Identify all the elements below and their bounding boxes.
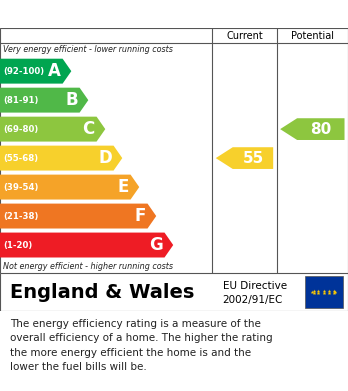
Text: 80: 80 — [310, 122, 331, 136]
Text: Current: Current — [226, 30, 263, 41]
Bar — [304, 276, 343, 308]
Text: (21-38): (21-38) — [3, 212, 39, 221]
Polygon shape — [0, 88, 88, 113]
Text: Very energy efficient - lower running costs: Very energy efficient - lower running co… — [3, 45, 173, 54]
Text: 55: 55 — [242, 151, 263, 166]
Polygon shape — [280, 118, 345, 140]
Text: C: C — [82, 120, 95, 138]
Polygon shape — [0, 233, 173, 258]
Text: B: B — [65, 91, 78, 109]
Text: (81-91): (81-91) — [3, 96, 39, 105]
Text: E: E — [117, 178, 129, 196]
Polygon shape — [0, 117, 105, 142]
Text: (92-100): (92-100) — [3, 66, 45, 75]
Text: A: A — [48, 62, 61, 80]
Polygon shape — [216, 147, 273, 169]
Polygon shape — [0, 175, 139, 199]
Text: F: F — [134, 207, 146, 225]
Text: The energy efficiency rating is a measure of the
overall efficiency of a home. T: The energy efficiency rating is a measur… — [10, 319, 273, 372]
Polygon shape — [0, 204, 156, 228]
Text: Potential: Potential — [291, 30, 334, 41]
Text: Energy Efficiency Rating: Energy Efficiency Rating — [17, 7, 220, 22]
Text: (69-80): (69-80) — [3, 125, 39, 134]
Text: (55-68): (55-68) — [3, 154, 39, 163]
Polygon shape — [0, 59, 71, 84]
Text: (1-20): (1-20) — [3, 240, 33, 249]
Text: (39-54): (39-54) — [3, 183, 39, 192]
Polygon shape — [0, 145, 122, 170]
Text: England & Wales: England & Wales — [10, 283, 195, 301]
Text: Not energy efficient - higher running costs: Not energy efficient - higher running co… — [3, 262, 174, 271]
Text: D: D — [98, 149, 112, 167]
Text: 2002/91/EC: 2002/91/EC — [223, 294, 283, 305]
Text: EU Directive: EU Directive — [223, 281, 287, 291]
Text: G: G — [149, 236, 163, 254]
